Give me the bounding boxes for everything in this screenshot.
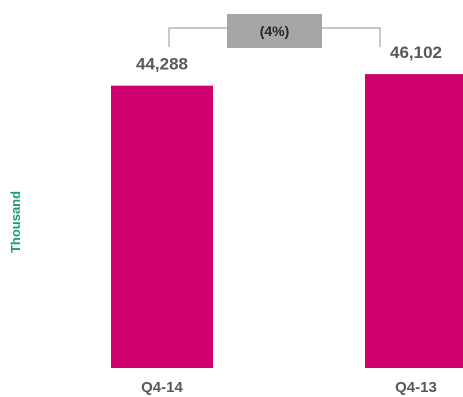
change-badge-text: (4%)	[260, 23, 290, 39]
tick-label-q4-13: Q4-13	[395, 379, 437, 396]
change-bracket: (4%)	[168, 14, 381, 48]
value-label-q4-14: 44,288	[136, 55, 188, 74]
y-axis-title: Thousand	[8, 191, 23, 253]
bar-q4-14	[111, 85, 213, 368]
value-labels: 44,288 46,102	[136, 43, 442, 74]
value-label-q4-13: 46,102	[390, 43, 442, 62]
x-tick-labels: Q4-14 Q4-13	[141, 379, 437, 396]
tick-label-q4-14: Q4-14	[141, 379, 183, 396]
change-badge	[227, 14, 322, 48]
bar-series	[111, 74, 463, 369]
bar-q4-13	[365, 74, 463, 369]
